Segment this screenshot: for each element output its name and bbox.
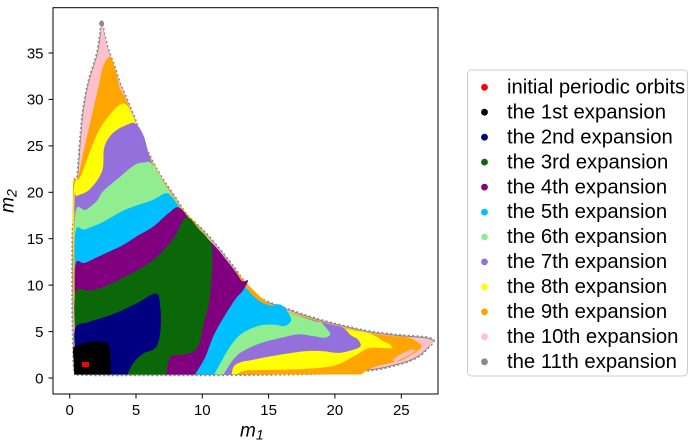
svg-text:10: 10 [27,277,44,294]
svg-text:m1: m1 [240,421,264,443]
svg-text:15: 15 [27,231,44,248]
svg-text:the 2nd expansion: the 2nd expansion [507,126,673,148]
svg-text:the 8th expansion: the 8th expansion [507,276,667,298]
svg-text:initial periodic orbits: initial periodic orbits [507,77,685,99]
svg-text:the 1st expansion: the 1st expansion [507,102,666,124]
svg-text:10: 10 [194,402,211,419]
svg-text:the 11th expansion: the 11th expansion [507,351,677,373]
svg-text:15: 15 [260,402,277,419]
svg-text:the 7th expansion: the 7th expansion [507,251,667,273]
svg-text:the 5th expansion: the 5th expansion [507,201,667,223]
svg-text:the 10th expansion: the 10th expansion [507,326,678,348]
svg-text:35: 35 [27,45,44,62]
svg-text:m2: m2 [0,189,20,213]
svg-text:20: 20 [327,402,344,419]
svg-text:30: 30 [27,92,44,109]
svg-text:5: 5 [35,324,43,341]
svg-text:5: 5 [132,402,140,419]
svg-text:25: 25 [393,402,410,419]
svg-text:20: 20 [27,185,44,202]
svg-text:25: 25 [27,138,44,155]
svg-text:0: 0 [35,370,43,387]
svg-text:the 6th expansion: the 6th expansion [507,226,667,248]
svg-text:the 4th expansion: the 4th expansion [507,176,667,198]
svg-text:the 3rd expansion: the 3rd expansion [507,151,668,173]
svg-text:the 9th expansion: the 9th expansion [507,301,667,323]
svg-text:0: 0 [66,402,74,419]
